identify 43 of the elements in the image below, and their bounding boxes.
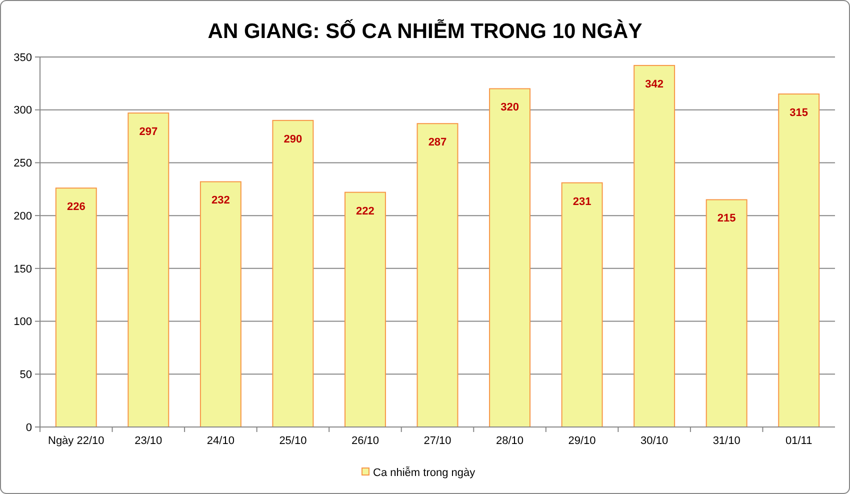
data-label: 342 bbox=[645, 78, 664, 90]
data-label: 222 bbox=[356, 205, 374, 218]
data-label: 287 bbox=[428, 136, 447, 149]
data-label: 226 bbox=[66, 201, 86, 214]
y-tick-label: 50 bbox=[20, 368, 32, 381]
y-tick-label: 200 bbox=[14, 210, 32, 222]
x-tick-label: 30/10 bbox=[640, 435, 668, 447]
y-tick-label: 150 bbox=[14, 263, 32, 276]
x-tick-label: Ngày 22/10 bbox=[48, 435, 104, 447]
bar bbox=[561, 182, 603, 428]
data-label: 297 bbox=[139, 126, 158, 138]
bar bbox=[55, 188, 97, 428]
x-tick-label: 23/10 bbox=[134, 435, 162, 447]
chart-title: AN GIANG: SỐ CA NHIỄM TRONG 10 NGÀY bbox=[208, 19, 642, 43]
x-tick-label: 29/10 bbox=[568, 435, 596, 447]
x-tick-label: 24/10 bbox=[206, 435, 234, 447]
x-tick-label: 01/11 bbox=[786, 435, 812, 447]
legend-label: Ca nhiễm trong ngày bbox=[373, 466, 476, 479]
data-label: 232 bbox=[212, 194, 230, 207]
y-tick-label: 350 bbox=[14, 52, 32, 64]
bar bbox=[416, 123, 458, 428]
data-label: 290 bbox=[284, 133, 302, 146]
bar bbox=[344, 192, 386, 428]
x-tick-label: 31/10 bbox=[712, 435, 740, 447]
y-tick-label: 250 bbox=[14, 158, 32, 170]
data-label: 320 bbox=[500, 102, 519, 114]
y-tick-label: 300 bbox=[14, 104, 32, 117]
bar bbox=[272, 120, 314, 428]
bar bbox=[489, 88, 531, 428]
data-label: 315 bbox=[790, 107, 808, 119]
x-tick-label: 26/10 bbox=[351, 435, 379, 447]
x-tick-label: 28/10 bbox=[496, 435, 524, 447]
y-tick-label: 0 bbox=[26, 422, 32, 434]
bar bbox=[200, 181, 242, 428]
bar bbox=[778, 94, 820, 428]
data-label: 215 bbox=[717, 212, 736, 225]
data-label: 231 bbox=[572, 196, 592, 208]
y-tick-label: 100 bbox=[14, 316, 32, 328]
x-tick-label: 27/10 bbox=[424, 435, 452, 447]
x-tick-label: 25/10 bbox=[279, 435, 307, 447]
bar bbox=[128, 112, 170, 428]
bar bbox=[634, 64, 676, 428]
bar bbox=[706, 199, 748, 428]
